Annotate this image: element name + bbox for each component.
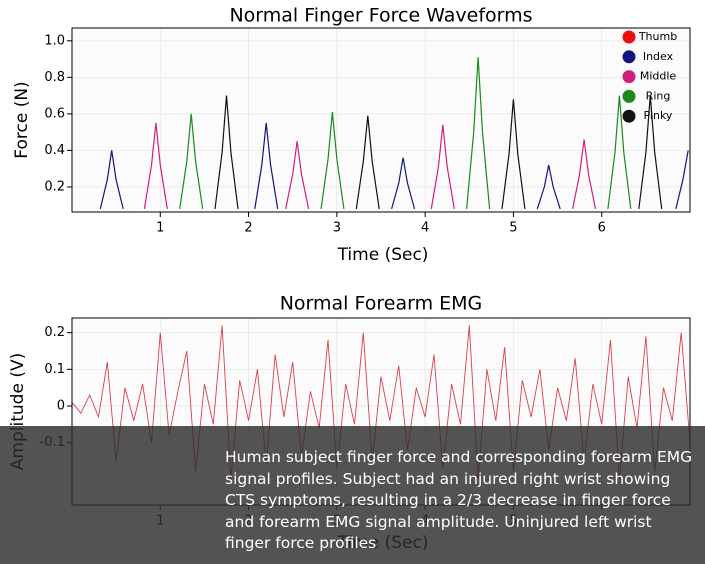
legend-marker [622, 30, 636, 44]
legend-label: Pinky [644, 109, 673, 122]
data-line [143, 122, 597, 210]
legend-marker [622, 89, 636, 103]
x-tick-label: 2 [244, 221, 252, 236]
data-line [99, 122, 689, 210]
data-line [179, 57, 632, 209]
legend-label: Thumb [638, 30, 677, 43]
plot-area [72, 28, 690, 212]
legend-label: Index [643, 50, 674, 63]
plot-frame [71, 27, 691, 213]
legend-label: Ring [646, 89, 671, 102]
y-tick-label: 0.2 [44, 179, 65, 194]
y-tick-label: 0 [57, 399, 65, 414]
chart-title: Normal Forearm EMG [280, 293, 483, 315]
x-tick-label: 1 [156, 221, 164, 236]
x-axis-label: Time (Sec) [337, 245, 429, 265]
plot [99, 57, 689, 210]
y-tick-label: 0.8 [44, 70, 65, 85]
legend-label: Middle [640, 70, 677, 83]
y-axis-label: Force (N) [12, 81, 32, 158]
y-tick-label: 0.4 [44, 143, 65, 158]
legend-marker [622, 70, 636, 84]
caption: Human subject finger force and correspon… [225, 448, 693, 552]
data-line [214, 95, 663, 209]
y-tick-label: 0.6 [44, 106, 65, 121]
y-tick-label: 1.0 [44, 33, 65, 48]
x-tick-label: 5 [509, 221, 517, 236]
y-tick-label: 0.2 [44, 325, 65, 340]
legend-marker [622, 109, 636, 123]
x-tick-label: 4 [421, 221, 429, 236]
chart-title: Normal Finger Force Waveforms [229, 5, 532, 27]
y-tick-label: 0.1 [44, 362, 65, 377]
x-tick-label: 6 [598, 221, 606, 236]
caption-overlay [0, 426, 705, 564]
legend-marker [622, 50, 636, 64]
x-tick-label: 3 [333, 221, 341, 236]
